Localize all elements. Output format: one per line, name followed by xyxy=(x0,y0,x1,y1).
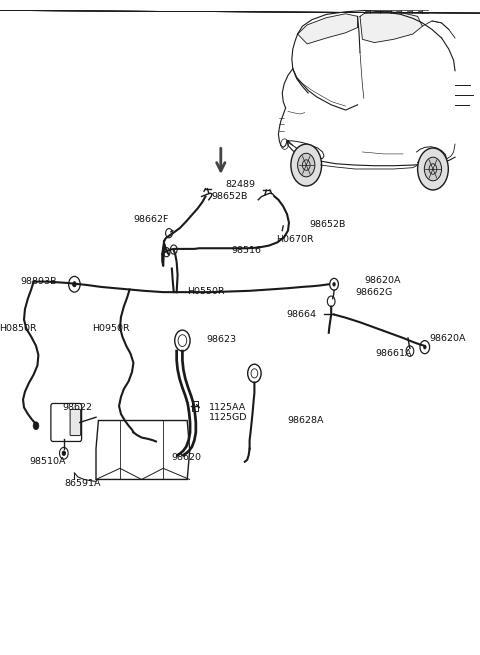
Circle shape xyxy=(62,451,65,455)
Text: H0670R: H0670R xyxy=(276,234,313,244)
Text: 98623: 98623 xyxy=(206,335,237,344)
Circle shape xyxy=(72,282,76,287)
Polygon shape xyxy=(360,11,422,43)
Polygon shape xyxy=(96,421,190,479)
Text: H0550R: H0550R xyxy=(188,287,225,296)
Text: 1125AA: 1125AA xyxy=(209,403,246,412)
Circle shape xyxy=(175,330,190,351)
Text: 86591A: 86591A xyxy=(64,479,101,488)
Text: 98664: 98664 xyxy=(287,310,316,319)
Text: 98628A: 98628A xyxy=(287,416,324,425)
Text: 98661A: 98661A xyxy=(375,349,412,358)
Circle shape xyxy=(406,346,414,356)
Text: 98652B: 98652B xyxy=(211,192,248,201)
Circle shape xyxy=(418,148,448,190)
Text: 98516: 98516 xyxy=(231,246,261,255)
Circle shape xyxy=(248,364,261,383)
Circle shape xyxy=(163,248,170,257)
Text: 98622: 98622 xyxy=(63,403,93,412)
Circle shape xyxy=(330,278,338,290)
Circle shape xyxy=(170,245,177,254)
FancyBboxPatch shape xyxy=(51,403,82,441)
Text: H0850R: H0850R xyxy=(0,324,37,333)
Text: 98620: 98620 xyxy=(172,453,202,462)
Text: 98620A: 98620A xyxy=(365,276,401,285)
Polygon shape xyxy=(298,14,358,44)
Text: 98510A: 98510A xyxy=(30,457,66,466)
Text: 82489: 82489 xyxy=(225,180,255,189)
Circle shape xyxy=(166,229,172,238)
Circle shape xyxy=(423,345,426,349)
FancyBboxPatch shape xyxy=(70,409,81,436)
Circle shape xyxy=(327,296,335,307)
Circle shape xyxy=(298,153,315,177)
Circle shape xyxy=(60,447,68,459)
Text: 98662F: 98662F xyxy=(133,215,169,224)
Text: H0950R: H0950R xyxy=(93,324,130,333)
Text: 98893B: 98893B xyxy=(20,277,57,286)
Circle shape xyxy=(420,341,430,354)
Text: 98662G: 98662G xyxy=(355,288,393,297)
Text: 98652B: 98652B xyxy=(310,220,346,229)
Circle shape xyxy=(69,276,80,292)
Circle shape xyxy=(333,282,336,286)
Circle shape xyxy=(291,144,322,186)
Text: 1125GD: 1125GD xyxy=(209,413,247,422)
Text: 98620A: 98620A xyxy=(430,334,466,343)
Circle shape xyxy=(424,157,442,181)
Circle shape xyxy=(33,422,39,430)
